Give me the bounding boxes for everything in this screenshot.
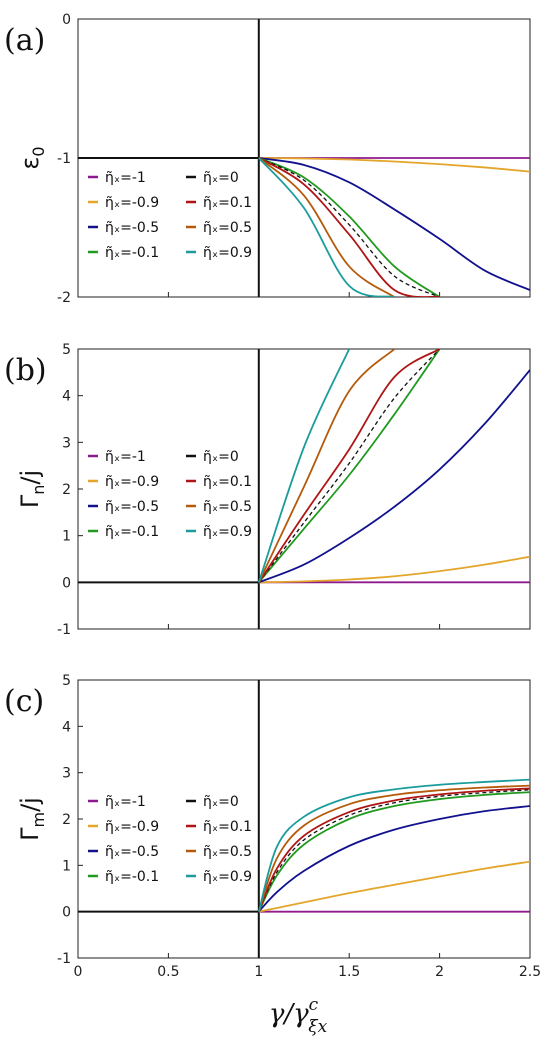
x-axis-label: γ/γc ξx	[269, 995, 328, 1037]
x-tick-label: 1.5	[338, 964, 360, 980]
legend-label: η̃ₓ=0	[203, 170, 239, 186]
y-tick-label: 3	[62, 766, 71, 782]
legend-label: η̃ₓ=-0.5	[105, 220, 159, 236]
series-line	[258, 369, 530, 584]
series-line	[257, 349, 396, 583]
y-tick-label: 1	[62, 858, 71, 874]
y-tick-label: -1	[57, 622, 71, 638]
legend-label: η̃ₓ=-0.1	[105, 524, 159, 540]
legend-label: η̃ₓ=0	[203, 449, 239, 465]
legend-label: η̃ₓ=-0.9	[105, 474, 159, 490]
panel-a: 0-1-2(a)ε0η̃ₓ=-1 η̃ₓ=0η̃ₓ=-0.9 η̃ₓ=0.1η̃ₓ=…	[4, 12, 531, 306]
legend-label: η̃ₓ=-0.1	[105, 869, 159, 885]
series-line	[257, 784, 530, 912]
series-line	[258, 860, 530, 913]
series-line	[257, 787, 530, 913]
y-tick-label: -1	[57, 151, 71, 167]
x-tick-label: 0	[74, 964, 83, 980]
legend-label: η̃ₓ=-0.5	[105, 499, 159, 515]
legend: η̃ₓ=-1 η̃ₓ=0 η̃ₓ=-0.9 η̃ₓ=0.1 η̃ₓ=-0.5 η̃ₓ=0.…	[88, 794, 252, 885]
y-tick-label: 2	[62, 482, 71, 498]
series-line	[258, 349, 441, 583]
series-line	[258, 157, 530, 291]
legend: η̃ₓ=-1 η̃ₓ=0 η̃ₓ=-0.9 η̃ₓ=0.1 η̃ₓ=-0.5 η̃ₓ=0.…	[88, 170, 252, 261]
y-tick-label: 1	[62, 529, 71, 545]
legend-label: η̃ₓ=0.1	[203, 819, 252, 835]
series-line	[258, 157, 395, 297]
legend-label: η̃ₓ=0.9	[203, 245, 252, 261]
y-tick-label: 0	[62, 12, 71, 28]
y-tick-label: 0	[62, 575, 71, 591]
series-line	[258, 789, 530, 912]
y-tick-label: 5	[62, 342, 71, 358]
x-tick-label: 2	[435, 964, 444, 980]
series-line	[258, 157, 395, 297]
series-line	[258, 349, 441, 583]
legend-label: η̃ₓ=-0.9	[105, 819, 159, 835]
series-line	[258, 555, 530, 584]
legend-label: η̃ₓ=-0.5	[105, 844, 159, 860]
y-tick-label: 4	[62, 719, 71, 735]
panel-label: (b)	[4, 353, 47, 388]
legend-label: η̃ₓ=0.1	[203, 195, 252, 211]
legend-label: η̃ₓ=0.9	[203, 869, 252, 885]
panel-b: 5 4 3 2 1 0 -1 (b) Γn/j η̃ₓ=-1 η̃ₓ=0 η̃ₓ=-0.9 η̃ₓ=0.…	[4, 342, 531, 638]
legend-label: η̃ₓ=-0.1	[105, 245, 159, 261]
series-line	[258, 157, 530, 173]
legend-label: η̃ₓ=0.5	[203, 844, 252, 860]
series-line	[258, 157, 440, 297]
series-line	[258, 157, 441, 297]
y-tick-label: 4	[62, 389, 71, 405]
y-axis-label: Γn/j	[16, 470, 48, 508]
legend-label: η̃ₓ=-1	[105, 170, 146, 186]
series-line	[258, 805, 530, 913]
y-axis-label: ε0	[16, 146, 48, 169]
y-axis-label: Γm/j	[16, 797, 48, 841]
x-tick-label: 2.5	[519, 964, 541, 980]
x-tick-label: 0.5	[157, 964, 179, 980]
legend-label: η̃ₓ=0.9	[203, 524, 252, 540]
series-line	[257, 778, 530, 912]
y-tick-label: -1	[57, 951, 71, 967]
y-tick-label: 0	[62, 905, 71, 921]
legend-label: η̃ₓ=-1	[105, 794, 146, 810]
legend-label: η̃ₓ=0	[203, 794, 239, 810]
legend-label: η̃ₓ=0.1	[203, 474, 252, 490]
panel-label: (a)	[4, 23, 45, 58]
series-line	[257, 791, 530, 913]
legend-label: η̃ₓ=0.5	[203, 220, 252, 236]
y-tick-label: 5	[62, 673, 71, 689]
series-line	[258, 157, 440, 297]
legend-label: η̃ₓ=-0.9	[105, 195, 159, 211]
series-line	[258, 349, 441, 583]
y-tick-label: 2	[62, 812, 71, 828]
series-line	[257, 349, 351, 583]
panel-label: (c)	[4, 684, 44, 719]
legend-label: η̃ₓ=-1	[105, 449, 146, 465]
x-tick-label: 1	[254, 964, 263, 980]
legend-label: η̃ₓ=0.5	[203, 499, 252, 515]
legend: η̃ₓ=-1 η̃ₓ=0 η̃ₓ=-0.9 η̃ₓ=0.1 η̃ₓ=-0.5 η̃ₓ=0.…	[88, 449, 252, 540]
y-tick-label: 3	[62, 435, 71, 451]
y-tick-label: -2	[57, 290, 71, 306]
